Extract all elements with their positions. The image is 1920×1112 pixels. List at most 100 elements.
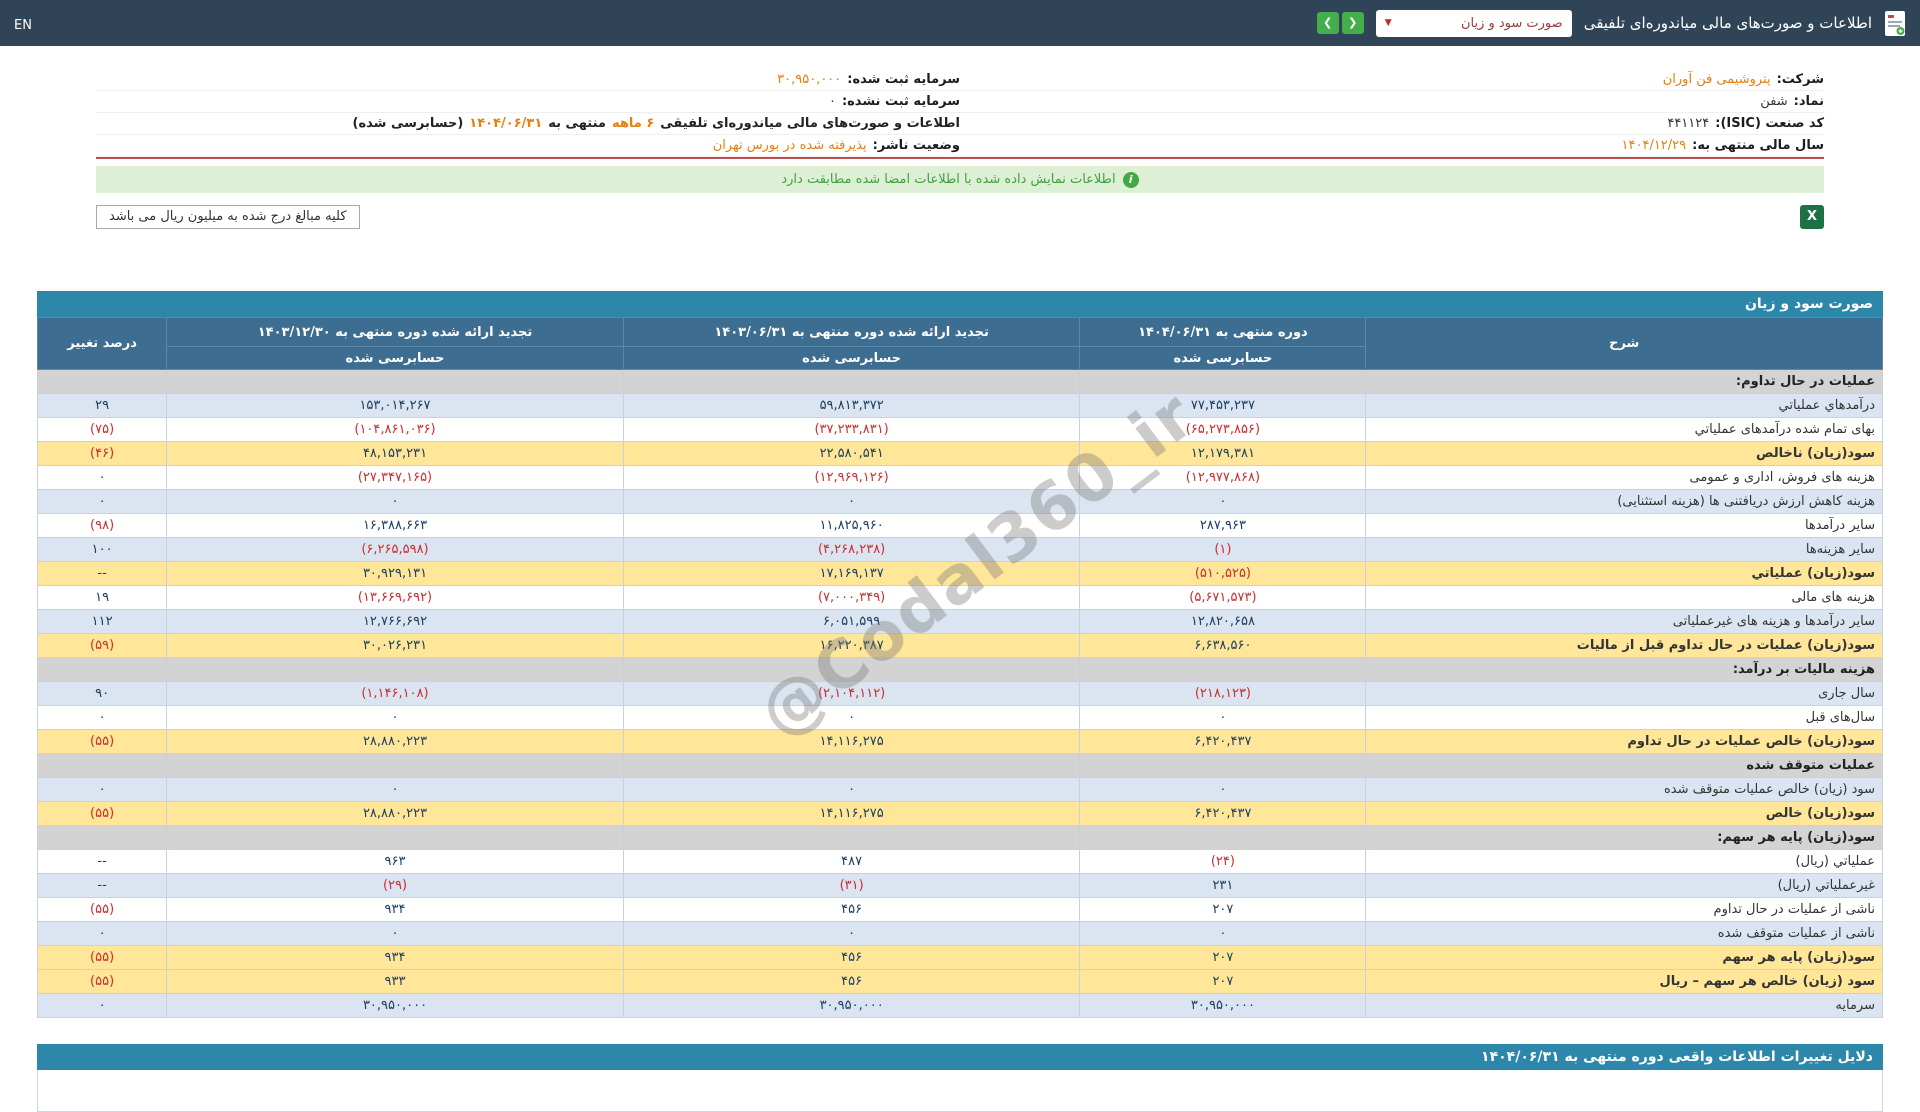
table-row: سرمایه ۳۰,۹۵۰,۰۰۰ ۳۰,۹۵۰,۰۰۰ ۳۰,۹۵۰,۰۰۰ ۰ [36, 993, 1883, 1018]
cell-value [1079, 825, 1367, 850]
row-label: سود(زيان) ناخالص [1365, 441, 1883, 466]
row-label: هزینه های فروش، اداری و عمومی [1365, 465, 1883, 490]
cell-value: ۳۰,۹۲۹,۱۳۱ [166, 561, 624, 586]
cell-value: ۰ [166, 489, 624, 514]
cell-change-percent: ۰ [36, 993, 168, 1018]
cell-value: ۳۰,۹۵۰,۰۰۰ [622, 993, 1081, 1018]
info-text-segment: ۶ ماهه [611, 116, 655, 131]
cell-value: ۶,۰۵۱,۵۹۹ [622, 609, 1081, 634]
info-icon: i [1122, 171, 1139, 188]
col-header-change-percent: درصد تغییر [36, 317, 168, 370]
income-statement-tbody: عملیات در حال تداوم: درآمدهاي عملياتي ۷۷,۴… [36, 369, 1883, 1018]
changes-panel [37, 1070, 1883, 1112]
cell-value: ۰ [1079, 777, 1367, 802]
company-info-right-pair: سال مالی منتهی به: ۱۴۰۴/۱۲/۲۹ [960, 138, 1824, 153]
info-value: ۴۴۱۱۲۴ [1667, 116, 1710, 131]
cell-value [622, 825, 1081, 850]
nav-arrow-right-chevron-button[interactable]: ❯ [1316, 12, 1339, 34]
cell-change-percent: (۵۵) [36, 897, 168, 922]
cell-change-percent [36, 369, 168, 394]
statement-select-value: صورت سود و زیان [1460, 15, 1563, 31]
company-info-row: کد صنعت (ISIC): ۴۴۱۱۲۴ اطلاعات و صورت‌های … [96, 113, 1824, 135]
cell-change-percent: -- [36, 873, 168, 898]
row-label: هزینه مالیات بر درآمد: [1365, 657, 1883, 682]
cell-value: ۱۵۳,۰۱۴,۲۶۷ [166, 393, 624, 418]
company-info-right-pair: کد صنعت (ISIC): ۴۴۱۱۲۴ [960, 116, 1824, 131]
cell-value: ۱۴,۱۱۶,۲۷۵ [622, 801, 1081, 826]
table-row: سال جاری (۲۱۸,۱۲۳) (۲,۱۰۴,۱۱۲) (۱,۱۴۶,۱۰۸) ۹… [36, 681, 1883, 706]
cell-value: ۳۰,۹۵۰,۰۰۰ [166, 993, 624, 1018]
row-label: عملیات در حال تداوم: [1365, 369, 1883, 394]
currency-note: کلیه مبالغ درج شده به میلیون ریال می باش… [96, 205, 360, 229]
income-statement-section: صورت سود و زیان شرح دوره منتهی به ۱۴۰۴/۰… [36, 291, 1883, 1018]
cell-value: ۴۵۶ [622, 945, 1081, 970]
info-label: وضعیت ناشر: [872, 138, 960, 153]
cell-value: ۲۸۷,۹۶۳ [1079, 513, 1367, 538]
cell-change-percent: ۱۰۰ [36, 537, 168, 562]
statement-nav-buttons: ❮ ❯ [1316, 12, 1364, 34]
table-row: هزینه کاهش ارزش دریافتنی ها (هزینه استثن… [36, 489, 1883, 514]
red-divider [96, 157, 1824, 159]
cell-value: (۴,۲۶۸,۲۳۸) [622, 537, 1081, 562]
statement-select[interactable]: صورت سود و زیان ▼ [1375, 9, 1572, 37]
cell-change-percent: -- [36, 849, 168, 874]
cell-value: (۱۲,۹۷۷,۸۶۸) [1079, 465, 1367, 490]
language-toggle[interactable]: EN [14, 17, 32, 33]
cell-change-percent: (۵۵) [36, 945, 168, 970]
section-row: عملیات در حال تداوم: [36, 369, 1883, 394]
cell-value: ۰ [622, 921, 1081, 946]
statements-doc-icon[interactable] [1884, 10, 1906, 37]
statement-title: صورت سود و زیان [37, 291, 1883, 317]
info-value: پتروشیمی فن آوران [1662, 72, 1771, 87]
row-label: سال‌های قبل [1365, 705, 1883, 730]
cell-value [622, 369, 1081, 394]
cell-value: ۲۰۷ [1079, 945, 1367, 970]
subheader-audited-year: حسابرسی شده [166, 346, 624, 370]
cell-change-percent: ۱۹ [36, 585, 168, 610]
cell-value: (۷,۰۰۰,۳۴۹) [622, 585, 1081, 610]
cell-value: ۹۶۳ [166, 849, 624, 874]
row-label: سود(زیان) خالص عملیات در حال تداوم [1365, 729, 1883, 754]
cell-value: ۰ [622, 777, 1081, 802]
table-row: ناشی از عملیات در حال تداوم ۲۰۷ ۴۵۶ ۹۳۴ (۵۵) [36, 897, 1883, 922]
cell-value: ۲۸,۸۸۰,۲۲۳ [166, 801, 624, 826]
info-label: سرمایه ثبت شده: [847, 72, 960, 87]
cell-change-percent [36, 825, 168, 850]
cell-change-percent: (۵۵) [36, 801, 168, 826]
row-label: سود(زیان) پایه هر سهم: [1365, 825, 1883, 850]
table-row: سایر درآمدها و هزینه های غیرعملیاتی ۱۲,۸۲… [36, 609, 1883, 634]
cell-change-percent: ۰ [36, 921, 168, 946]
table-row: هزینه های مالی (۵,۶۷۱,۵۷۳) (۷,۰۰۰,۳۴۹) (۱۳,… [36, 585, 1883, 610]
table-row: سود (زیان) خالص هر سهم – ریال ۲۰۷ ۴۵۶ ۹۳۳ (۵… [36, 969, 1883, 994]
cell-change-percent: ۰ [36, 489, 168, 514]
col-header-restated-year: تجدید ارائه شده دوره منتهی به ۱۴۰۳/۱۲/۳۰ [166, 317, 624, 347]
cell-value: (۱۳,۶۶۹,۶۹۲) [166, 585, 624, 610]
row-label: سود(زیان) خالص [1365, 801, 1883, 826]
table-row: سود(زیان) خالص ۶,۴۲۰,۴۳۷ ۱۴,۱۱۶,۲۷۵ ۲۸,۸۸۰,… [36, 801, 1883, 826]
info-value: شفن [1760, 94, 1788, 109]
cell-value: ۳۰,۹۵۰,۰۰۰ [1079, 993, 1367, 1018]
cell-value: ۱۲,۸۲۰,۶۵۸ [1079, 609, 1367, 634]
cell-value: ۵۹,۸۱۳,۳۷۲ [622, 393, 1081, 418]
cell-value: (۶,۲۶۵,۵۹۸) [166, 537, 624, 562]
row-label: سایر درآمدها و هزینه های غیرعملیاتی [1365, 609, 1883, 634]
cell-value: ۰ [1079, 921, 1367, 946]
page-title: اطلاعات و صورت‌های مالی میاندوره‌ای تلفی… [1583, 14, 1872, 32]
company-info-left-pair: وضعیت ناشر: پذیرفته شده در بورس تهران [96, 138, 960, 153]
info-text-segment: اطلاعات و صورت‌های مالی میاندوره‌ای تلفی… [660, 116, 960, 131]
info-value: پذیرفته شده در بورس تهران [712, 138, 867, 153]
cell-value: ۲۳۱ [1079, 873, 1367, 898]
info-label: شرکت: [1776, 72, 1824, 87]
section-row: هزینه مالیات بر درآمد: [36, 657, 1883, 682]
subheader-audited-halfyear: حسابرسی شده [622, 346, 1081, 370]
row-label: ناشی از عملیات متوقف شده [1365, 921, 1883, 946]
cell-value: (۱) [1079, 537, 1367, 562]
info-label: سرمایه ثبت نشده: [841, 94, 960, 109]
cell-value [1079, 369, 1367, 394]
cell-value: (۲۴) [1079, 849, 1367, 874]
cell-value: ۱۱,۸۲۵,۹۶۰ [622, 513, 1081, 538]
col-header-desc: شرح [1365, 317, 1883, 370]
excel-export-icon[interactable]: X [1800, 205, 1824, 229]
nav-arrow-left-chevron-button[interactable]: ❮ [1341, 12, 1364, 34]
cell-value [166, 657, 624, 682]
